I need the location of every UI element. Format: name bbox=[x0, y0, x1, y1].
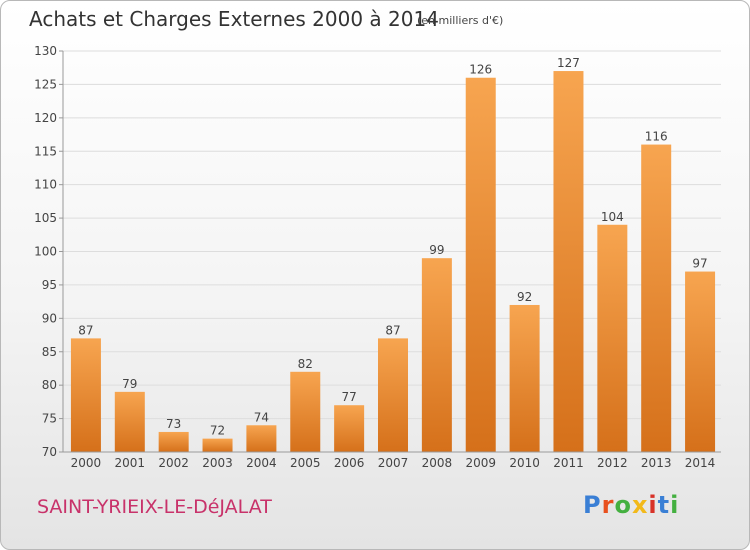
data-label: 104 bbox=[601, 210, 624, 224]
proxiti-logo[interactable]: Proxiti bbox=[583, 491, 679, 519]
x-tick-label: 2014 bbox=[685, 456, 716, 470]
y-tick-label: 105 bbox=[34, 211, 57, 225]
bar-2007 bbox=[378, 338, 408, 452]
data-label: 77 bbox=[341, 390, 356, 404]
data-label: 97 bbox=[692, 257, 707, 271]
bar-2004 bbox=[246, 425, 277, 452]
y-tick-label: 90 bbox=[42, 311, 57, 325]
chart-subtitle: (en milliers d'€) bbox=[417, 14, 504, 27]
logo-letter: i bbox=[670, 491, 680, 519]
logo-letter: P bbox=[583, 491, 602, 519]
y-tick-label: 120 bbox=[34, 111, 57, 125]
data-label: 127 bbox=[557, 56, 580, 70]
y-tick-label: 75 bbox=[42, 412, 57, 426]
data-label: 116 bbox=[645, 130, 668, 144]
bar-2012 bbox=[597, 224, 628, 452]
y-tick-label: 100 bbox=[34, 245, 57, 259]
x-tick-label: 2003 bbox=[202, 456, 233, 470]
bar-2003 bbox=[202, 438, 233, 452]
y-tick-label: 125 bbox=[34, 77, 57, 91]
y-tick-label: 85 bbox=[42, 345, 57, 359]
x-tick-label: 2006 bbox=[334, 456, 365, 470]
data-label: 99 bbox=[429, 243, 444, 257]
y-tick-label: 70 bbox=[42, 445, 57, 459]
y-tick-label: 110 bbox=[34, 178, 57, 192]
axes: 70 75 80 85 90 95 100 105 110 115 120 125 130 2000 200… bbox=[34, 44, 721, 470]
data-label: 126 bbox=[469, 63, 492, 77]
x-tick-label: 2001 bbox=[115, 456, 146, 470]
y-tick-label: 115 bbox=[34, 144, 57, 158]
data-label: 74 bbox=[254, 410, 269, 424]
x-tick-label: 2010 bbox=[509, 456, 540, 470]
x-tick-label: 2007 bbox=[378, 456, 409, 470]
x-tick-label: 2004 bbox=[246, 456, 277, 470]
x-tick-label: 2005 bbox=[290, 456, 321, 470]
bar-2010 bbox=[509, 304, 540, 452]
y-tick-label: 130 bbox=[34, 44, 57, 58]
x-tick-label: 2013 bbox=[641, 456, 672, 470]
town-name: SAINT-YRIEIX-LE-DéJALAT bbox=[37, 496, 272, 518]
logo-letter: o bbox=[614, 491, 632, 519]
bar-2006 bbox=[334, 405, 365, 452]
data-label: 72 bbox=[210, 424, 225, 438]
x-tick-label: 2012 bbox=[597, 456, 628, 470]
bar-2001 bbox=[114, 391, 145, 452]
bar-2013 bbox=[641, 144, 672, 453]
data-label: 73 bbox=[166, 417, 181, 431]
y-tick-label: 80 bbox=[42, 378, 57, 392]
chart-title: Achats et Charges Externes 2000 à 2014 bbox=[29, 7, 439, 31]
bar-2014 bbox=[685, 271, 716, 452]
data-label: 82 bbox=[298, 357, 313, 371]
bar-2008 bbox=[421, 258, 452, 452]
bar-2002 bbox=[158, 431, 189, 452]
data-label: 92 bbox=[517, 290, 532, 304]
x-tick-label: 2008 bbox=[422, 456, 453, 470]
data-label: 87 bbox=[385, 323, 400, 337]
x-tick-label: 2009 bbox=[465, 456, 496, 470]
x-tick-label: 2011 bbox=[553, 456, 584, 470]
bar-2009 bbox=[465, 77, 496, 452]
logo-letter: t bbox=[657, 491, 671, 519]
y-tick-label: 95 bbox=[42, 278, 57, 292]
bar-2000 bbox=[70, 338, 101, 452]
x-tick-label: 2002 bbox=[158, 456, 189, 470]
logo-letter: r bbox=[601, 491, 615, 519]
bar-2011 bbox=[553, 71, 584, 453]
data-label: 87 bbox=[78, 323, 93, 337]
x-tick-label: 2000 bbox=[71, 456, 102, 470]
bar-2005 bbox=[290, 371, 321, 452]
logo-letter: x bbox=[631, 491, 649, 519]
bars: 87 79 73 72 74 82 77 87 99 126 92 127 104 116 97 bbox=[70, 56, 716, 453]
logo-letter: i bbox=[648, 491, 658, 519]
data-label: 79 bbox=[122, 377, 137, 391]
